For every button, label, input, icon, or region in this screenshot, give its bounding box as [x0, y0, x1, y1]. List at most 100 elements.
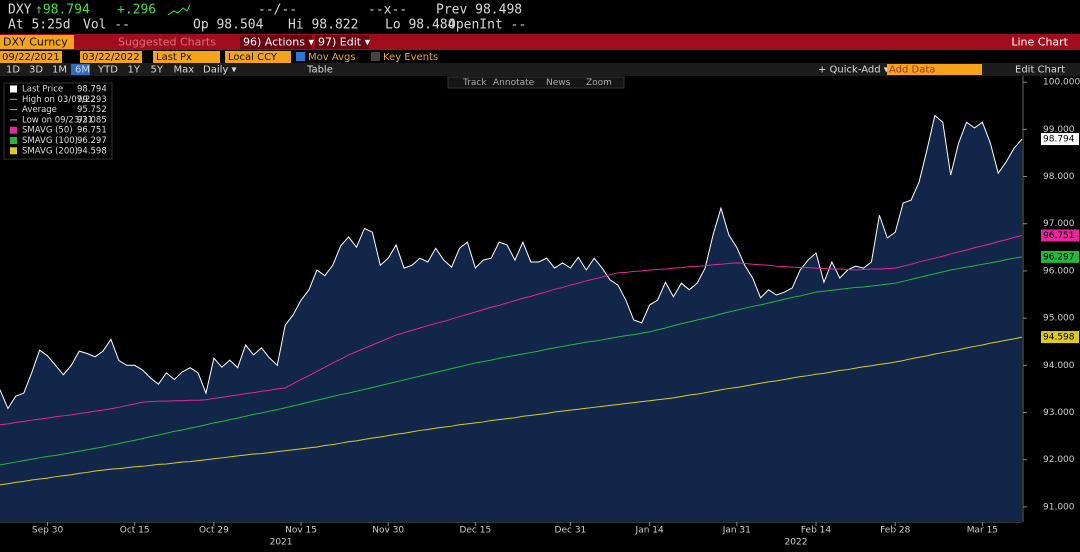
last-value-label: 96.751: [1043, 231, 1075, 241]
security: DXY Curncy: [3, 36, 68, 49]
mov-avgs-checkbox[interactable]: [296, 52, 305, 61]
year-label: 2022: [785, 538, 808, 548]
legend-swatch: [10, 85, 17, 93]
period[interactable]: 1Y: [128, 65, 141, 76]
legend-value: 96.297: [77, 136, 107, 146]
edit-button[interactable]: [315, 35, 369, 49]
chart-tools: [447, 76, 625, 89]
period[interactable]: YTD: [97, 65, 118, 76]
legend-name: SMAVG (50): [22, 126, 73, 136]
price-area: [0, 115, 1022, 522]
legend-value: 93.085: [77, 115, 107, 125]
legend-value: 98.794: [77, 85, 107, 95]
last-value-tag: [1041, 331, 1079, 344]
end-box[interactable]: [80, 51, 142, 63]
chart-tool[interactable]: News: [546, 78, 571, 88]
x-tick-label: Oct 29: [199, 526, 229, 536]
quick-add[interactable]: + Quick-Add ▾: [818, 65, 889, 76]
series-line: [0, 336, 1023, 486]
add-data: Add Data: [889, 65, 935, 76]
chart-type: Line Chart: [1011, 36, 1068, 49]
period[interactable]: Max: [174, 65, 195, 76]
series-line: [0, 114, 1023, 410]
legend-name: Low on 09/23/21: [22, 115, 93, 125]
currency: Local CCY: [228, 52, 278, 63]
legend-value: 99.293: [77, 95, 107, 105]
period-selected: [71, 64, 90, 75]
legend-swatch: [10, 147, 17, 155]
x-tick-label: Jan 31: [722, 526, 751, 536]
x-tick-label: Feb 28: [880, 526, 911, 536]
y-tick-label: 92.000: [1043, 455, 1075, 465]
last-value-tag: [1041, 229, 1079, 242]
y-tick-label: 91.000: [1043, 502, 1075, 512]
high: Hi 98.822: [288, 18, 358, 33]
suggested-charts[interactable]: Suggested Charts: [118, 36, 216, 49]
at: At 5:25d: [8, 18, 71, 33]
x-tick-label: Feb 14: [801, 526, 832, 536]
time: --/--: [258, 3, 297, 18]
edit: 97) Edit ▾: [318, 36, 371, 49]
last-value-label: 98.794: [1043, 135, 1075, 145]
year-label: 2021: [270, 538, 293, 548]
y-tick-label: 94.000: [1043, 361, 1075, 371]
y-tick-label: 96.000: [1043, 266, 1075, 276]
x-tick-label: Dec 31: [555, 526, 587, 536]
key-events-checkbox[interactable]: [371, 52, 380, 61]
vol: Vol --: [83, 18, 130, 33]
frequency[interactable]: Daily ▾: [203, 65, 237, 76]
chart-tool[interactable]: Zoom: [586, 78, 612, 88]
period[interactable]: 3D: [29, 65, 43, 76]
period[interactable]: 6M: [75, 65, 90, 76]
plot: 91.000 92.000 93.000 94.000 95.000 96.000 97.0…: [0, 76, 1080, 548]
y-tick-label: 98.000: [1043, 172, 1075, 182]
y-tick-label: 100.000: [1043, 78, 1080, 88]
edit-chart[interactable]: Edit Chart: [1015, 65, 1065, 76]
legend-value: 95.752: [77, 105, 107, 115]
start-box[interactable]: [0, 51, 62, 63]
y-tick-label: 97.000: [1043, 219, 1075, 229]
x-tick-label: Oct 15: [120, 526, 150, 536]
x-tick-label: Nov 30: [372, 526, 404, 536]
y-tick-label: 99.000: [1043, 125, 1075, 135]
last-value-tag: [1041, 133, 1079, 146]
actions-button[interactable]: [240, 35, 312, 49]
legend-box: [3, 82, 113, 160]
x-tick-label: Sep 30: [32, 526, 64, 536]
legend-value: 96.751: [77, 126, 107, 136]
chart-tool[interactable]: Track: [462, 78, 487, 88]
table[interactable]: Table: [306, 65, 333, 76]
actions: 96) Actions ▾: [243, 36, 314, 49]
x-tick-label: Mar 15: [967, 526, 998, 536]
add-data-box[interactable]: [887, 64, 982, 75]
low: Lo 98.484: [385, 18, 456, 33]
key-events: Key Events: [383, 52, 438, 63]
last-value-label: 94.598: [1043, 333, 1075, 343]
field-box[interactable]: [153, 51, 220, 63]
x-tick-label: Jan 14: [635, 526, 664, 536]
legend-name: Average: [22, 105, 57, 115]
sparkline-icon: [167, 4, 191, 16]
open: Op 98.504: [193, 18, 264, 33]
y-tick-label: 95.000: [1043, 314, 1075, 324]
security-box[interactable]: [0, 35, 74, 49]
prev: Prev 98.498: [436, 3, 522, 18]
last-value-label: 96.297: [1043, 252, 1075, 262]
chart-tool[interactable]: Annotate: [493, 78, 535, 88]
series-line: [0, 256, 1023, 466]
x-tick-label: Dec 15: [459, 526, 491, 536]
y-axis-area: [1022, 76, 1080, 522]
period-bar: [0, 63, 1080, 76]
period[interactable]: 1M: [52, 65, 67, 76]
currency-box[interactable]: [225, 51, 291, 63]
period[interactable]: 5Y: [151, 65, 164, 76]
legend-name: Last Price: [22, 85, 63, 95]
y-tick-label: 93.000: [1043, 408, 1075, 418]
end-date: 03/22/2022: [82, 52, 140, 63]
legend-swatch: [10, 126, 17, 134]
period[interactable]: 1D: [6, 65, 20, 76]
legend-value: 94.598: [77, 146, 107, 156]
change: +.296: [117, 3, 156, 18]
